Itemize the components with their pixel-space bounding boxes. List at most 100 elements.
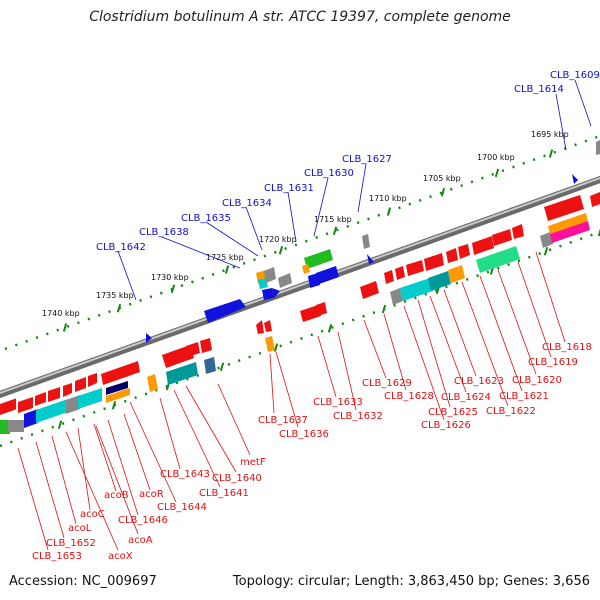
feature-cds [265,336,275,352]
gene-label-acor: acoR [139,489,164,500]
gene-label-clb-1626: CLB_1626 [421,420,471,431]
feature-cds [362,234,370,249]
feature-cds [0,420,10,434]
scale-label-1740: 1740 kbp [42,309,80,318]
major-tick [381,304,387,314]
gene-label-clb-1614: CLB_1614 [514,84,564,95]
feature-cds [300,305,321,322]
gene-label-clb-1646: CLB_1646 [118,515,168,526]
gene-label-clb-1625: CLB_1625 [428,407,478,418]
major-tick [543,246,549,256]
feature-cds [256,320,264,334]
gene-label-clb-1644: CLB_1644 [157,502,207,513]
feature-cds [406,260,424,276]
gene-label-clb-1633: CLB_1633 [313,397,363,408]
feature-cds [446,248,458,263]
topology-text: Topology: circular; Length: 3,863,450 bp… [232,574,590,589]
major-tick [170,284,176,294]
feature-cds [162,345,194,368]
gene-label-clb-1631: CLB_1631 [264,183,314,194]
feature-cds [166,362,198,385]
feature-cds [258,278,268,289]
feature-cds [384,270,394,284]
scale-label-1725: 1725 kbp [206,253,244,262]
major-tick [62,323,68,332]
feature-cds [424,253,444,271]
gene-label-clb-1637: CLB_1637 [258,415,308,426]
feature-cds [308,273,320,288]
major-tick [440,187,446,197]
feature-cds [590,192,600,207]
scale-label-1735: 1735 kbp [96,291,134,300]
feature-cds [512,224,524,239]
scale-label-1710: 1710 kbp [369,194,407,203]
feature-cds [101,361,140,385]
gene-label-clb-1640: CLB_1640 [212,473,262,484]
feature-cds [448,265,465,283]
scale-label-1695: 1695 kbp [531,130,569,139]
major-tick [597,228,600,237]
reverse-features [0,192,600,434]
feature-cds [36,399,68,423]
major-tick [548,149,554,158]
feature-cds [63,383,72,397]
gene-label-clb-1652: CLB_1652 [46,538,96,549]
gene-label-clb-1638: CLB_1638 [139,227,189,238]
feature-cds [492,229,512,246]
genome-backbone [0,175,600,399]
feature-cds [147,374,158,392]
major-tick [494,168,500,178]
feature-cds [204,299,246,323]
forward-labels: CLB_1609 CLB_1614 CLB_1627 CLB_1630 CLB_… [96,70,600,253]
feature-cds [48,387,60,402]
major-tick [224,265,230,274]
major-tick [57,420,63,429]
feature-cds [8,420,24,432]
gene-label-clb-1622: CLB_1622 [486,406,536,417]
gene-label-clb-1623: CLB_1623 [454,376,504,387]
scale-label-1715: 1715 kbp [314,215,352,224]
feature-cds [316,302,327,316]
feature-cds [360,281,379,299]
feature-cds [78,388,102,409]
feature-cds [88,373,97,387]
feature-cds [550,221,590,243]
reverse-labels: CLB_1618 CLB_1619 CLB_1620 CLB_1621 CLB_… [32,342,592,562]
scale-label-1705: 1705 kbp [423,174,461,183]
map-title: Clostridium botulinum A str. ATCC 19397,… [89,9,511,25]
scale-label-1700: 1700 kbp [477,153,515,162]
accession-text: Accession: NC_009697 [9,574,157,589]
gene-label-acox: acoX [108,551,133,562]
gene-label-clb-1634: CLB_1634 [222,198,272,209]
feature-cds [35,392,46,406]
feature-cds [540,232,553,248]
feature-cds [0,398,16,415]
major-tick [327,324,333,333]
feature-cds [395,266,405,280]
feature-cds [75,377,86,392]
gene-label-acob: acoB [104,490,129,501]
feature-cds [106,381,128,395]
gene-label-clb-1643: CLB_1643 [160,469,210,480]
major-tick [116,303,122,313]
gene-label-clb-1632: CLB_1632 [333,411,383,422]
forward-label-lines [117,79,592,301]
feature-cds [262,288,274,300]
feature-cds [304,249,333,269]
feature-cds [272,288,280,298]
feature-cds [278,273,292,288]
scale-labels: 1740 kbp 1735 kbp 1730 kbp 1725 kbp 1720… [42,130,569,318]
feature-cds [390,288,403,305]
gene-label-metf: metF [240,457,266,468]
gene-label-clb-1641: CLB_1641 [199,488,249,499]
feature-cds [572,174,578,184]
feature-cds [146,333,152,343]
feature-cds [367,254,374,264]
feature-cds [186,342,200,357]
major-tick [273,343,279,352]
gene-label-acoc: acoC [80,509,105,520]
gene-label-clb-1628: CLB_1628 [384,391,434,402]
feature-cds [476,246,520,273]
major-ticks [57,149,600,429]
